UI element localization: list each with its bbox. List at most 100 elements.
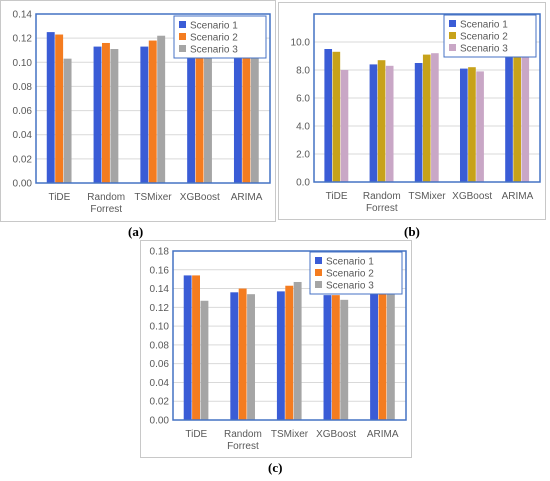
y-tick-label: 8.0 xyxy=(296,66,310,77)
legend-swatch xyxy=(315,257,322,264)
legend-box xyxy=(443,14,537,58)
bar-scenario-1 xyxy=(323,295,332,420)
x-tick-label: TSMixer xyxy=(408,191,446,202)
bar-scenario-3 xyxy=(157,35,166,183)
y-tick-label: 0.10 xyxy=(13,58,33,69)
legend-box xyxy=(173,15,267,59)
x-tick-label: TSMixer xyxy=(134,192,172,203)
plot-area-border xyxy=(172,250,407,421)
bar-scenario-3 xyxy=(200,300,209,420)
y-tick-label: 0.14 xyxy=(150,284,170,295)
bar-scenario-2 xyxy=(422,54,431,182)
y-tick-label: 0.04 xyxy=(13,130,33,141)
bar-scenario-1 xyxy=(414,63,423,182)
legend-swatch xyxy=(315,281,322,288)
y-tick-label: 0.16 xyxy=(150,265,170,276)
x-tick-label: ARIMA xyxy=(231,192,263,203)
caption-a: (a) xyxy=(128,224,144,239)
x-tick-label: Random xyxy=(224,429,262,440)
bar-scenario-2 xyxy=(332,51,341,182)
y-tick-label: 0.14 xyxy=(13,10,33,21)
bar-scenario-1 xyxy=(183,275,192,420)
chart-panel-a: 0.00 0.02 0.04 0.06 0.08 0.10 0.12 0.14 TiDE Rand… xyxy=(0,0,276,222)
y-tick-label: 6.0 xyxy=(296,94,310,105)
bar-scenario-1 xyxy=(140,46,149,183)
x-tick-label: ARIMA xyxy=(367,429,399,440)
y-tick-label: 0.0 xyxy=(296,178,310,189)
bar-scenario-1 xyxy=(505,35,513,182)
bar-scenario-3 xyxy=(431,53,439,183)
y-tick-label: 0.12 xyxy=(150,303,170,314)
x-tick-label: TSMixer xyxy=(271,429,309,440)
legend-entry: Scenario 1 xyxy=(326,257,374,268)
bar-scenario-1 xyxy=(324,49,333,182)
bar-scenario-3 xyxy=(521,30,530,182)
x-tick-label: Random xyxy=(87,192,125,203)
chart-panel-c: 0.00 0.02 0.04 0.06 0.08 0.10 0.12 0.14 0.16 0.18… xyxy=(140,240,412,458)
y-tick-label: 0.08 xyxy=(13,82,33,93)
bar-scenario-3 xyxy=(293,281,302,420)
bar-scenario-3 xyxy=(204,57,212,184)
bar-scenario-2 xyxy=(195,52,204,183)
y-tick-label: 0.00 xyxy=(13,179,33,190)
y-tick-label: 10.0 xyxy=(291,38,311,49)
legend-swatch xyxy=(179,21,186,28)
plot-area-border xyxy=(35,13,271,184)
y-tick-label: 2.0 xyxy=(296,150,310,161)
y-tick-label: 0.18 xyxy=(150,247,170,258)
bar-scenario-1 xyxy=(187,52,196,183)
bar-scenario-2 xyxy=(242,26,251,184)
bar-scenario-3 xyxy=(110,49,119,183)
bar-scenario-3 xyxy=(476,71,484,182)
bar-scenario-2 xyxy=(101,42,110,183)
bar-scenario-1 xyxy=(459,68,468,182)
bar-scenario-2 xyxy=(468,67,476,182)
bar-scenario-1 xyxy=(46,32,55,183)
y-tick-label: 0.06 xyxy=(150,359,170,370)
y-tick-label: 0.06 xyxy=(13,106,33,117)
caption-b: (b) xyxy=(404,224,420,239)
bar-scenario-1 xyxy=(93,46,102,183)
legend-box xyxy=(309,251,403,295)
bar-scenario-3 xyxy=(250,26,259,184)
chart-panel-b: 0.0 2.0 4.0 6.0 8.0 10.0 TiDE Random Forrest TSMi… xyxy=(278,2,546,220)
bar-scenario-3 xyxy=(340,70,349,182)
bar-scenario-1 xyxy=(230,292,239,420)
caption-c: (c) xyxy=(268,460,283,475)
x-tick-label: Forrest xyxy=(366,203,398,214)
legend-swatch xyxy=(449,32,456,39)
x-tick-label: XGBoost xyxy=(316,429,356,440)
bar-scenario-1 xyxy=(369,64,378,182)
y-tick-label: 0.04 xyxy=(150,378,170,389)
y-tick-label: 0.00 xyxy=(150,416,170,427)
bar-scenario-1 xyxy=(370,278,379,420)
x-tick-label: XGBoost xyxy=(180,192,220,203)
x-tick-label: Forrest xyxy=(227,441,259,452)
bar-scenario-2 xyxy=(192,275,200,420)
y-tick-label: 0.02 xyxy=(150,397,170,408)
bar-scenario-3 xyxy=(247,294,255,420)
legend-swatch xyxy=(449,44,456,51)
chart-a-svg: 0.00 0.02 0.04 0.06 0.08 0.10 0.12 0.14 TiDE Rand… xyxy=(0,0,276,222)
bar-scenario-2 xyxy=(378,274,387,420)
y-tick-label: 0.12 xyxy=(13,34,33,45)
bar-scenario-3 xyxy=(385,65,394,182)
x-tick-label: TiDE xyxy=(185,429,207,440)
x-tick-label: TiDE xyxy=(48,192,70,203)
legend-entry: Scenario 1 xyxy=(460,20,508,31)
bar-scenario-2 xyxy=(377,60,386,183)
legend-swatch xyxy=(179,45,186,52)
legend-entry: Scenario 3 xyxy=(460,44,508,55)
legend-entry: Scenario 3 xyxy=(190,45,238,56)
legend-swatch xyxy=(449,20,456,27)
x-tick-label: ARIMA xyxy=(502,191,534,202)
y-tick-label: 0.02 xyxy=(13,154,33,165)
y-tick-label: 4.0 xyxy=(296,122,310,133)
legend-entry: Scenario 1 xyxy=(190,21,238,32)
bar-scenario-3 xyxy=(340,299,349,420)
bar-scenario-2 xyxy=(513,30,521,182)
bar-scenario-2 xyxy=(238,288,247,420)
legend-swatch xyxy=(315,269,322,276)
bar-scenario-2 xyxy=(55,34,64,184)
